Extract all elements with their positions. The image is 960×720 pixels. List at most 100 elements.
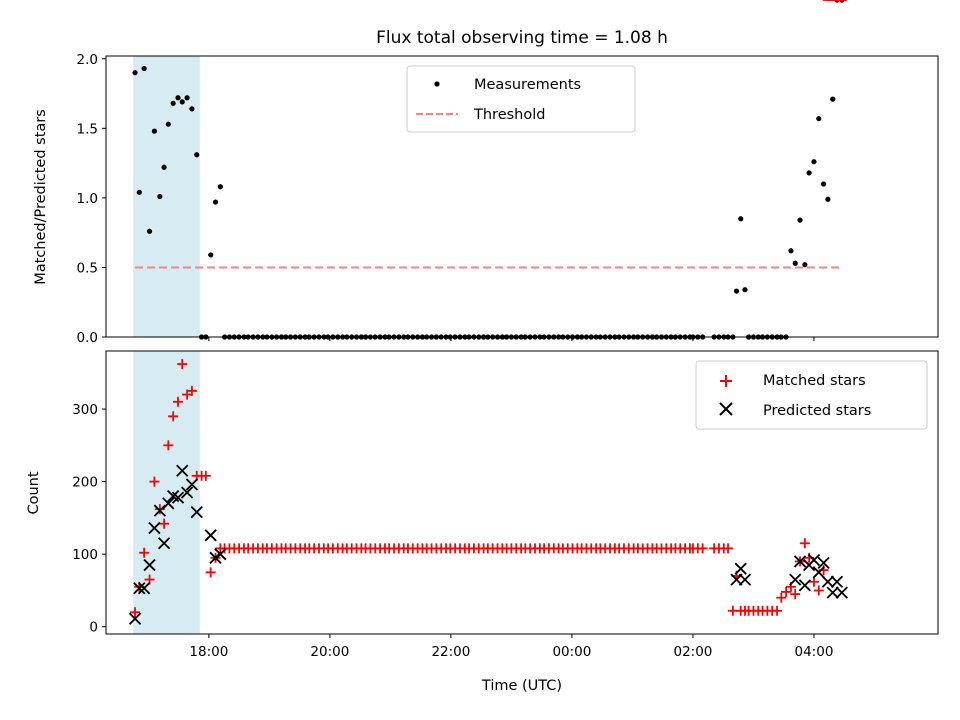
y-tick-label: 1.0 bbox=[77, 191, 98, 207]
predicted-point bbox=[835, 586, 848, 599]
predicted-point bbox=[214, 548, 227, 561]
matched-point bbox=[813, 585, 824, 596]
ratio-panel: 0.00.51.01.52.0 Matched/Predicted stars … bbox=[33, 0, 939, 346]
measurement-point bbox=[212, 199, 219, 205]
predicted-point bbox=[133, 582, 146, 595]
measurement-point bbox=[208, 252, 214, 258]
counts-frame bbox=[105, 350, 939, 635]
predicted-point bbox=[734, 562, 747, 575]
measurement-point bbox=[157, 193, 163, 200]
legend-marker-measurements bbox=[434, 81, 440, 87]
ratio-legend: Measurements Threshold bbox=[406, 65, 636, 133]
matched-point bbox=[200, 470, 211, 481]
matched-point bbox=[149, 476, 160, 487]
measurement-point bbox=[217, 184, 223, 190]
x-tick-label: 20:00 bbox=[310, 644, 349, 660]
measurement-point bbox=[830, 96, 836, 102]
counts-y-axis: 0 100 200 300 bbox=[72, 402, 106, 636]
measurement-point bbox=[189, 106, 195, 112]
predicted-point bbox=[830, 575, 844, 588]
measurement-point bbox=[806, 170, 812, 176]
predicted-point bbox=[798, 579, 812, 592]
matched-point bbox=[781, 586, 792, 597]
counts-x-axis: 18:00 20:00 22:00 00:00 02:00 04:00 bbox=[189, 634, 833, 660]
measurement-point bbox=[821, 181, 827, 187]
x-tick-label: 22:00 bbox=[431, 644, 470, 660]
x-tick-label: 04:00 bbox=[795, 644, 834, 660]
measurement-point bbox=[816, 115, 822, 122]
ratio-y-axis: 0.0 0.5 1.0 1.5 2.0 bbox=[77, 52, 106, 346]
predicted-point bbox=[204, 529, 217, 542]
measurement-point bbox=[742, 287, 748, 293]
measurement-point bbox=[194, 152, 200, 158]
ratio-frame bbox=[105, 55, 939, 338]
predicted-point bbox=[738, 573, 752, 586]
measurement-point bbox=[788, 248, 794, 254]
measurement-point bbox=[141, 65, 147, 72]
y-tick-label: 0 bbox=[89, 620, 98, 636]
x-tick-label: 02:00 bbox=[673, 644, 712, 660]
predicted-point bbox=[128, 612, 142, 625]
measurement-point bbox=[802, 262, 808, 268]
predicted-point bbox=[137, 582, 151, 595]
measurement-point bbox=[811, 159, 817, 165]
matched-point bbox=[799, 538, 810, 549]
y-tick-label: 200 bbox=[72, 475, 98, 491]
matched-point bbox=[697, 543, 708, 554]
predicted-point bbox=[826, 586, 839, 599]
matched-point bbox=[130, 607, 141, 618]
measurement-point bbox=[738, 216, 744, 222]
counts-panel: 0 100 200 300 18:00 20:00 22:00 00:00 02:00 04:0… bbox=[26, 0, 939, 694]
matched-point bbox=[772, 605, 783, 616]
measurement-point bbox=[161, 164, 167, 170]
measurement-point bbox=[146, 228, 153, 234]
matched-point bbox=[790, 589, 801, 600]
predicted-point bbox=[789, 573, 802, 586]
legend-marker-matched bbox=[720, 375, 732, 387]
predicted-point bbox=[185, 478, 199, 491]
matched-point bbox=[723, 543, 734, 554]
matched-point bbox=[163, 440, 174, 451]
legend-label-matched: Matched stars bbox=[763, 373, 866, 389]
counts-legend-box bbox=[695, 360, 928, 430]
predicted-point bbox=[176, 464, 189, 477]
predicted-point bbox=[143, 558, 156, 572]
matched-point bbox=[159, 518, 170, 529]
predicted-point bbox=[157, 537, 171, 550]
legend-label-measurements: Measurements bbox=[474, 77, 581, 93]
ratio-plot-area bbox=[132, 0, 845, 340]
predicted-point bbox=[793, 555, 807, 568]
y-tick-label: 1.5 bbox=[77, 121, 98, 137]
predicted-point bbox=[821, 575, 835, 588]
legend-label-predicted: Predicted stars bbox=[763, 403, 871, 419]
matched-point bbox=[173, 396, 184, 407]
ratio-shaded-span bbox=[133, 56, 200, 337]
y-tick-label: 0.0 bbox=[77, 330, 98, 346]
predicted-point bbox=[162, 497, 175, 510]
matched-point bbox=[139, 547, 150, 558]
predicted-point bbox=[190, 505, 203, 519]
ratio-x-ticks bbox=[208, 337, 815, 341]
predicted-point bbox=[180, 486, 194, 499]
chart-title: Flux total observing time = 1.08 h bbox=[376, 28, 668, 48]
measurement-point bbox=[170, 100, 176, 106]
predicted-point bbox=[807, 553, 821, 567]
measurement-point bbox=[175, 95, 181, 101]
x-tick-label: 00:00 bbox=[552, 644, 591, 660]
predicted-point bbox=[171, 491, 185, 504]
measurement-point bbox=[792, 260, 798, 266]
x-axis-label: Time (UTC) bbox=[481, 678, 562, 694]
ratio-y-label: Matched/Predicted stars bbox=[33, 109, 49, 285]
matched-point bbox=[776, 592, 787, 603]
predicted-point bbox=[812, 566, 825, 579]
measurement-point bbox=[184, 95, 190, 101]
measurement-point bbox=[733, 288, 740, 294]
counts-y-label: Count bbox=[26, 471, 42, 514]
measurement-point bbox=[179, 99, 185, 105]
matched-point bbox=[168, 411, 179, 422]
measurement-point bbox=[165, 121, 171, 127]
matched-point bbox=[177, 359, 188, 370]
measurement-point bbox=[825, 196, 831, 202]
y-tick-label: 0.5 bbox=[77, 260, 98, 276]
